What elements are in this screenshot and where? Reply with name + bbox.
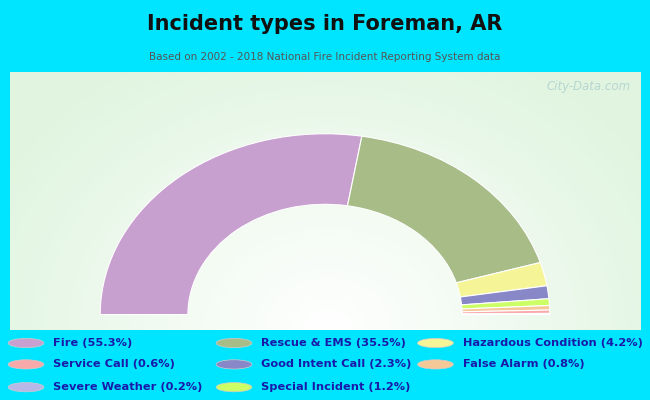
Ellipse shape <box>8 382 44 392</box>
Text: Rescue & EMS (35.5%): Rescue & EMS (35.5%) <box>261 338 406 348</box>
Ellipse shape <box>417 360 454 369</box>
Wedge shape <box>100 134 362 314</box>
Text: Special Incident (1.2%): Special Incident (1.2%) <box>261 382 411 392</box>
Wedge shape <box>462 299 549 309</box>
Text: City-Data.com: City-Data.com <box>547 80 630 93</box>
Text: Hazardous Condition (4.2%): Hazardous Condition (4.2%) <box>463 338 643 348</box>
Ellipse shape <box>216 360 252 369</box>
Wedge shape <box>456 262 547 297</box>
Wedge shape <box>462 306 550 312</box>
Ellipse shape <box>216 338 252 348</box>
Text: Service Call (0.6%): Service Call (0.6%) <box>53 359 176 370</box>
Text: False Alarm (0.8%): False Alarm (0.8%) <box>463 359 584 370</box>
Text: Fire (55.3%): Fire (55.3%) <box>53 338 133 348</box>
Ellipse shape <box>417 338 454 348</box>
Text: Good Intent Call (2.3%): Good Intent Call (2.3%) <box>261 359 411 370</box>
Ellipse shape <box>8 360 44 369</box>
Wedge shape <box>460 286 549 305</box>
Wedge shape <box>348 136 540 283</box>
Text: Based on 2002 - 2018 National Fire Incident Reporting System data: Based on 2002 - 2018 National Fire Incid… <box>150 52 500 62</box>
Ellipse shape <box>8 338 44 348</box>
Ellipse shape <box>216 382 252 392</box>
Text: Incident types in Foreman, AR: Incident types in Foreman, AR <box>148 14 502 34</box>
Text: Severe Weather (0.2%): Severe Weather (0.2%) <box>53 382 203 392</box>
Wedge shape <box>462 310 550 314</box>
